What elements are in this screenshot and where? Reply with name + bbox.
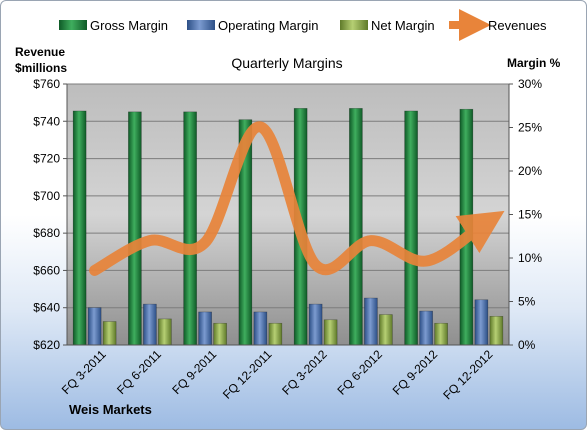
net-margin-bar [158, 318, 172, 346]
right-tick-label: 20% [518, 164, 542, 178]
gross-margin-bar [72, 110, 87, 346]
x-tick-label: FQ 3-2011 [59, 347, 109, 397]
left-axis-title-line2: $millions [15, 61, 67, 75]
left-axis-title-line1: Revenue [15, 45, 65, 59]
legend-label-gross-margin: Gross Margin [90, 18, 168, 33]
left-tick-label: $680 [33, 226, 60, 240]
left-tick-label: $740 [33, 114, 60, 128]
x-tick-label: FQ 6-2011 [114, 347, 164, 397]
operating-margin-bar [308, 303, 323, 346]
operating-margin-bar [87, 307, 102, 346]
left-tick-label: $660 [33, 263, 60, 277]
x-tick-label: FQ 6-2012 [335, 347, 386, 398]
legend-swatch-net-margin [340, 20, 368, 30]
left-tick-label: $700 [33, 189, 60, 203]
operating-margin-bar [253, 311, 268, 346]
left-tick-label: $620 [33, 338, 60, 352]
left-tick-label: $720 [33, 152, 60, 166]
net-margin-bar [434, 322, 448, 346]
legend-label-net-margin: Net Margin [371, 18, 435, 33]
legend: Gross Margin Operating Margin Net Margin… [59, 9, 547, 41]
bars-group [72, 108, 504, 346]
chart-title: Quarterly Margins [231, 55, 342, 71]
net-margin-bar [213, 322, 227, 346]
legend-item-revenues: Revenues [449, 9, 547, 41]
operating-margin-bar [419, 310, 433, 346]
legend-swatch-gross-margin [59, 20, 87, 30]
legend-item-operating-margin: Operating Margin [187, 18, 318, 33]
x-axis: FQ 3-2011 FQ 6-2011 FQ 9-2011 FQ 12-2011 FQ … [59, 344, 509, 402]
left-axis: $620 $640 $660 $680 $700 $720 $740 $760 [33, 77, 68, 352]
x-tick-label: FQ 9-2011 [169, 347, 219, 397]
net-margin-bar [489, 315, 504, 346]
legend-item-net-margin: Net Margin [340, 18, 435, 33]
right-tick-label: 0% [518, 338, 536, 352]
x-tick-label: FQ 12-2011 [220, 347, 275, 402]
net-margin-bar [102, 321, 117, 346]
right-tick-label: 25% [518, 121, 542, 135]
x-tick-label: FQ 3-2012 [279, 347, 330, 398]
net-margin-bar [379, 314, 393, 346]
right-tick-label: 30% [518, 77, 542, 91]
right-tick-label: 5% [518, 295, 536, 309]
gross-margin-bar [349, 108, 363, 346]
right-axis-title: Margin % [507, 56, 561, 70]
operating-margin-bar [474, 299, 489, 346]
left-tick-label: $760 [33, 77, 60, 91]
x-tick-label: FQ 9-2012 [390, 347, 441, 398]
legend-item-gross-margin: Gross Margin [59, 18, 168, 33]
footer-company-name: Weis Markets [69, 402, 152, 417]
legend-label-operating-margin: Operating Margin [218, 18, 318, 33]
right-tick-label: 10% [518, 251, 542, 265]
net-margin-bar [323, 319, 338, 346]
right-tick-label: 15% [518, 208, 542, 222]
gross-margin-bar [404, 110, 418, 346]
operating-margin-bar [364, 297, 378, 346]
gross-margin-bar [183, 111, 197, 346]
operating-margin-bar [143, 303, 157, 346]
x-tick-label: FQ 12-2012 [440, 347, 495, 402]
left-tick-label: $640 [33, 301, 60, 315]
net-margin-bar [268, 322, 283, 346]
gross-margin-bar [128, 111, 142, 346]
legend-swatch-operating-margin [187, 20, 215, 30]
revenues-line [89, 121, 505, 276]
right-axis: 0% 5% 10% 15% 20% 25% 30% [508, 77, 542, 352]
legend-label-revenues: Revenues [488, 18, 547, 33]
operating-margin-bar [198, 311, 212, 346]
